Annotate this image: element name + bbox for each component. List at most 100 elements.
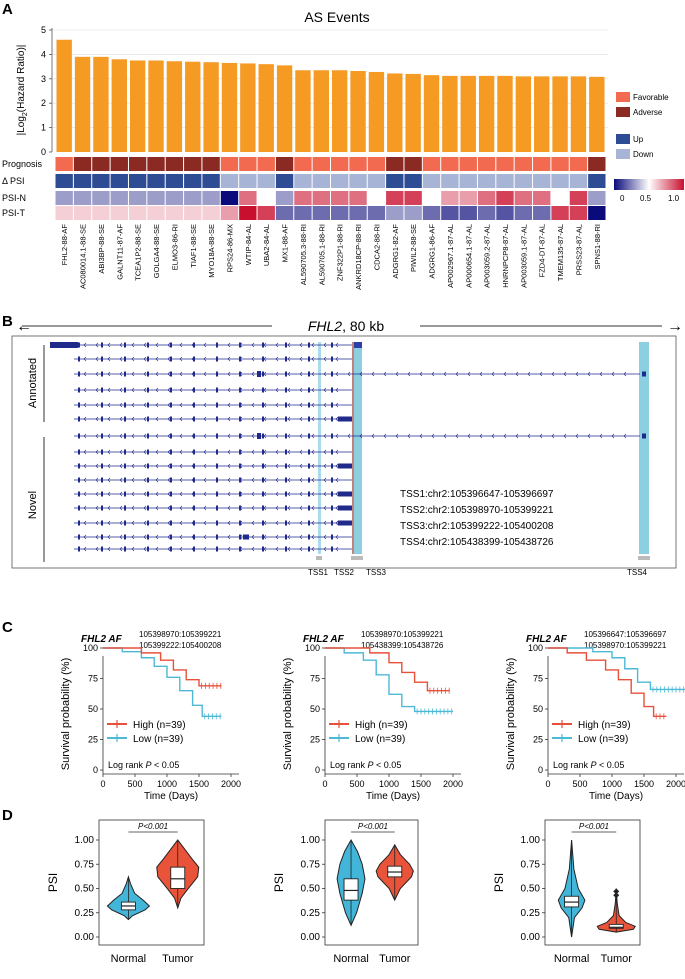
exon — [308, 433, 310, 439]
strand-arrow — [323, 449, 327, 455]
strand-arrow — [131, 477, 135, 483]
a-cell-psit — [257, 206, 275, 220]
exon — [101, 520, 103, 526]
strand-arrow — [95, 433, 99, 439]
exon — [331, 463, 333, 469]
a-category-label: AP000654.1-87-AL — [464, 224, 473, 288]
a-cell-prognosis — [588, 157, 606, 171]
a-bar — [313, 70, 329, 152]
exon — [216, 491, 218, 497]
strand-arrow — [251, 463, 255, 469]
violin-frame — [98, 819, 205, 946]
a-cell-psit — [294, 206, 312, 220]
exon — [262, 546, 264, 552]
exon-first — [642, 433, 646, 439]
a-cell-prognosis — [239, 157, 257, 171]
survival-coord2: 105399222:105400208 — [139, 641, 222, 650]
strand-arrow — [251, 402, 255, 408]
strand-arrow — [131, 433, 135, 439]
c-ytick-label: 50 — [533, 704, 543, 714]
km-legend-label-low: Low (n=39) — [133, 734, 183, 745]
strand-arrow — [479, 433, 483, 439]
a-cell-delta — [202, 174, 220, 188]
exon — [78, 356, 80, 362]
strand-arrow — [107, 342, 111, 348]
exon — [124, 356, 126, 362]
strand-arrow — [131, 449, 135, 455]
outlier-point — [613, 888, 620, 895]
panel-c: FHL2 AF 105398970:105399221 105399222:1054… — [60, 630, 685, 802]
exon — [239, 491, 241, 497]
strand-arrow — [107, 546, 111, 552]
strand-arrow — [83, 477, 87, 483]
track-frame — [11, 335, 677, 569]
exon — [216, 371, 218, 377]
exon — [101, 491, 103, 497]
c-xtick-label: 2000 — [443, 779, 463, 789]
a-cell-prognosis — [569, 157, 588, 171]
c-xtick-label: 0 — [545, 779, 550, 789]
survival-coord1: 105398970:105399221 — [139, 630, 222, 639]
strand-arrow — [323, 402, 327, 408]
a-category-label: FHL2-88-AF — [60, 224, 69, 266]
a-cell-prognosis — [202, 157, 220, 171]
strand-arrow — [143, 449, 147, 455]
a-cell-prognosis — [367, 157, 386, 171]
exon — [216, 520, 218, 526]
strand-arrow — [611, 371, 615, 377]
a-cell-delta — [386, 174, 404, 188]
exon — [147, 387, 149, 393]
a-cell-delta — [294, 174, 312, 188]
strand-arrow — [143, 387, 147, 393]
exon — [262, 449, 264, 455]
strand-arrow — [623, 371, 627, 377]
a-category-label: AP003059.1-87-AL — [519, 224, 528, 288]
strand-arrow — [311, 356, 315, 362]
a-category-label: MX1-88-AF — [281, 224, 290, 263]
exon — [101, 356, 103, 362]
tss1-tick — [316, 556, 322, 560]
strand-arrow — [95, 371, 99, 377]
exon — [193, 449, 195, 455]
strand-arrow — [479, 371, 483, 377]
strand-arrow — [575, 433, 579, 439]
exon — [239, 416, 241, 422]
strand-arrow — [275, 520, 279, 526]
exon — [262, 433, 264, 439]
strand-arrow — [311, 520, 315, 526]
a-cell-delta — [588, 174, 606, 188]
d-ytick-label: 0.50 — [521, 884, 541, 895]
exon — [331, 491, 333, 497]
exon — [124, 491, 126, 497]
strand-arrow — [251, 342, 255, 348]
strand-arrow — [95, 505, 99, 511]
strand-arrow — [107, 416, 111, 422]
a-category-label: ADGRG1-86-AF — [428, 224, 437, 279]
tss-coord-4: TSS4:chr2:105438399-105438726 — [400, 537, 554, 548]
km-legend-label-low: Low (n=39) — [578, 734, 628, 745]
strand-arrow — [299, 534, 303, 540]
km-curve-low — [548, 647, 685, 691]
a-category-label: WTIP-84-AL — [244, 224, 253, 265]
strand-arrow — [167, 387, 171, 393]
exon — [239, 449, 241, 455]
logrank-label: Log rank P < 0.05 — [553, 760, 624, 770]
strand-arrow — [167, 356, 171, 362]
d-ytick-label: 1.00 — [75, 835, 95, 846]
c-xtick-label: 500 — [127, 779, 142, 789]
strand-arrow — [131, 371, 135, 377]
strand-arrow — [275, 342, 279, 348]
strand-arrow — [167, 463, 171, 469]
a-ytick-label: 1 — [41, 123, 46, 133]
strand-arrow — [83, 491, 87, 497]
exon — [285, 356, 287, 362]
legend-label-up: Up — [633, 135, 644, 144]
exon — [124, 463, 126, 469]
exon — [338, 491, 352, 497]
strand-arrow — [119, 491, 123, 497]
exon — [78, 546, 80, 552]
strand-arrow — [323, 477, 327, 483]
strand-arrow — [407, 433, 411, 439]
strand-arrow — [299, 520, 303, 526]
a-category-label: AP003059.2-87-AL — [483, 224, 492, 288]
